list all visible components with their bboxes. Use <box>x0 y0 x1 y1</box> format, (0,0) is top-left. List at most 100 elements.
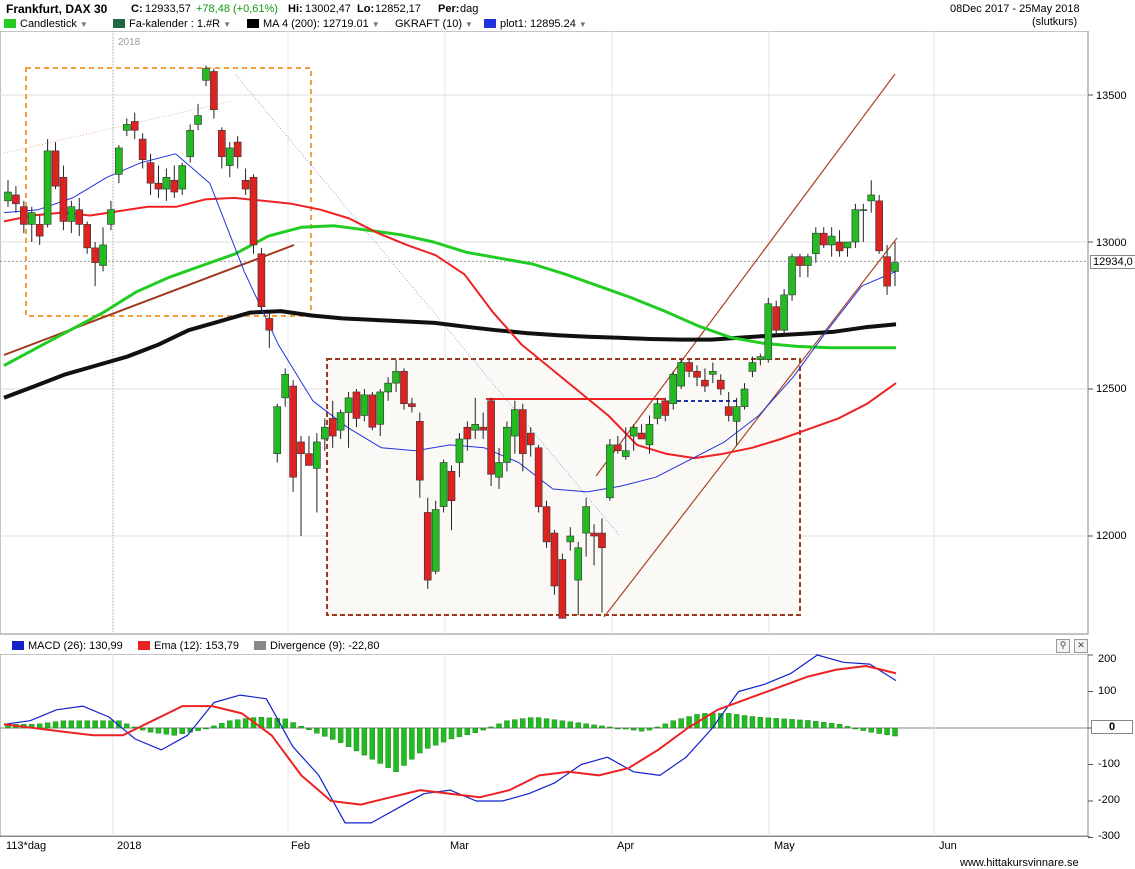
macd-hist-bar <box>749 716 756 729</box>
macd-chart[interactable] <box>0 654 1135 839</box>
legend-fa-kalender[interactable]: Fa-kalender : 1.#R ▼ <box>113 17 231 31</box>
close-label: C: <box>131 3 143 15</box>
close-icon[interactable]: ✕ <box>1074 639 1088 653</box>
candle-body <box>352 391 361 419</box>
candle-body <box>257 253 266 307</box>
macd-hist-bar <box>488 726 494 729</box>
macd-hist-bar <box>242 718 249 729</box>
macd-hist-bar <box>678 718 684 729</box>
macd-hist-bar <box>409 727 415 760</box>
candle-body <box>590 532 598 537</box>
macd-hist-bar <box>234 719 241 729</box>
macd-hist-bar <box>765 717 771 729</box>
price-tick-12500: 12500 <box>1096 383 1127 395</box>
macd-hist-bar <box>733 714 740 729</box>
candle-body <box>233 141 242 158</box>
ma-swatch <box>247 19 259 28</box>
candle-body <box>273 406 282 454</box>
candle-body <box>804 256 812 266</box>
macd-legend-ema[interactable]: Ema (12): 153,79 <box>138 640 239 652</box>
candle-body <box>875 200 883 252</box>
macd-legend-macd[interactable]: MACD (26): 130,99 <box>12 640 123 652</box>
legend-gkraft-label: GKRAFT (10) <box>395 18 463 30</box>
macd-hist-bar <box>139 727 146 731</box>
candle-body <box>550 532 559 587</box>
macd-hist-bar <box>195 727 201 731</box>
candle-body <box>598 532 606 549</box>
header-bar: Frankfurt, DAX 30 C: 12933,57 +78,48 (+0… <box>0 0 1090 28</box>
legend-ma[interactable]: MA 4 (200): 12719.01 ▼ <box>247 17 380 31</box>
candle-body <box>621 450 630 457</box>
candle-body <box>265 318 274 331</box>
chevron-down-icon[interactable]: ▼ <box>79 20 88 29</box>
macd-hist-bar <box>654 726 661 729</box>
candle-body <box>202 68 210 81</box>
macd-hist-bar <box>393 727 399 772</box>
ema-red-line <box>3 196 897 460</box>
candle-body <box>859 209 868 211</box>
chevron-down-icon[interactable]: ▼ <box>371 20 380 29</box>
macd-hist-bar <box>298 725 304 729</box>
month-label-feb: Feb <box>291 840 310 852</box>
zoom-icon[interactable]: ⚲ <box>1056 639 1070 653</box>
macd-hist-bar <box>369 727 376 760</box>
support-trendline <box>3 244 295 356</box>
candle-body <box>843 241 852 249</box>
macd-hist-bar <box>828 723 835 729</box>
macd-hist-bar <box>583 723 589 729</box>
macd-hist-bar <box>813 721 819 729</box>
candle-body <box>756 356 765 360</box>
candle-body <box>534 447 543 507</box>
macd-hist-bar <box>607 726 613 729</box>
macd-hist-bar <box>147 727 154 733</box>
close-value: 12933,57 <box>145 3 191 15</box>
low-value: 12852,17 <box>375 3 421 15</box>
candle-body <box>439 462 448 507</box>
high-value: 13002,47 <box>305 3 351 15</box>
macd-tick-100: 100 <box>1098 685 1117 697</box>
chevron-down-icon[interactable]: ▼ <box>223 20 232 29</box>
candle-body <box>225 147 234 166</box>
candle-body <box>772 306 781 331</box>
candle-body <box>368 394 377 428</box>
macd-hist-bar <box>171 727 178 736</box>
candle-body <box>194 115 202 125</box>
channel-upper-trendline <box>595 73 896 477</box>
legend-candlestick[interactable]: Candlestick ▼ <box>4 17 88 31</box>
candle-body <box>645 423 654 446</box>
macd-hist-bar <box>155 727 162 734</box>
candle-body <box>130 121 139 131</box>
macd-hist-bar <box>179 727 185 734</box>
chevron-down-icon[interactable]: ▼ <box>578 20 587 29</box>
macd-tick-minus100: -100 <box>1098 758 1121 770</box>
candle-body <box>716 379 725 390</box>
legend-gkraft[interactable]: GKRAFT (10) ▼ <box>395 17 473 31</box>
macd-hist-bar <box>543 718 550 729</box>
candle-body <box>59 177 68 222</box>
macd-legend-divergence[interactable]: Divergence (9): -22,80 <box>254 640 379 652</box>
candle-body <box>35 224 44 237</box>
change-value: +78,48 (+0,61%) <box>196 3 278 15</box>
macd-hist-bar <box>884 727 890 735</box>
candle-body <box>812 232 820 255</box>
candle-body <box>43 150 52 225</box>
candle-body <box>740 388 749 407</box>
footer-site[interactable]: www.hittakursvinnare.se <box>960 857 1079 869</box>
candle-body <box>122 124 131 131</box>
macd-line <box>3 654 897 824</box>
chevron-down-icon[interactable]: ▼ <box>465 20 473 29</box>
candle-body <box>83 224 91 249</box>
candle-body <box>416 421 424 481</box>
candle-body <box>582 506 590 534</box>
candle-body <box>400 371 408 404</box>
macd-hist-bar <box>330 727 336 740</box>
macd-hist-bar <box>60 720 67 729</box>
macd-lines <box>3 654 897 824</box>
price-chart[interactable] <box>0 31 1135 637</box>
candle-body <box>748 362 757 372</box>
candle-body <box>146 162 155 184</box>
candle-body <box>463 426 472 440</box>
price-tick-13000: 13000 <box>1096 237 1127 249</box>
macd-hist-bar <box>496 723 502 729</box>
legend-plot1[interactable]: plot1: 12895.24 ▼ <box>484 17 587 31</box>
